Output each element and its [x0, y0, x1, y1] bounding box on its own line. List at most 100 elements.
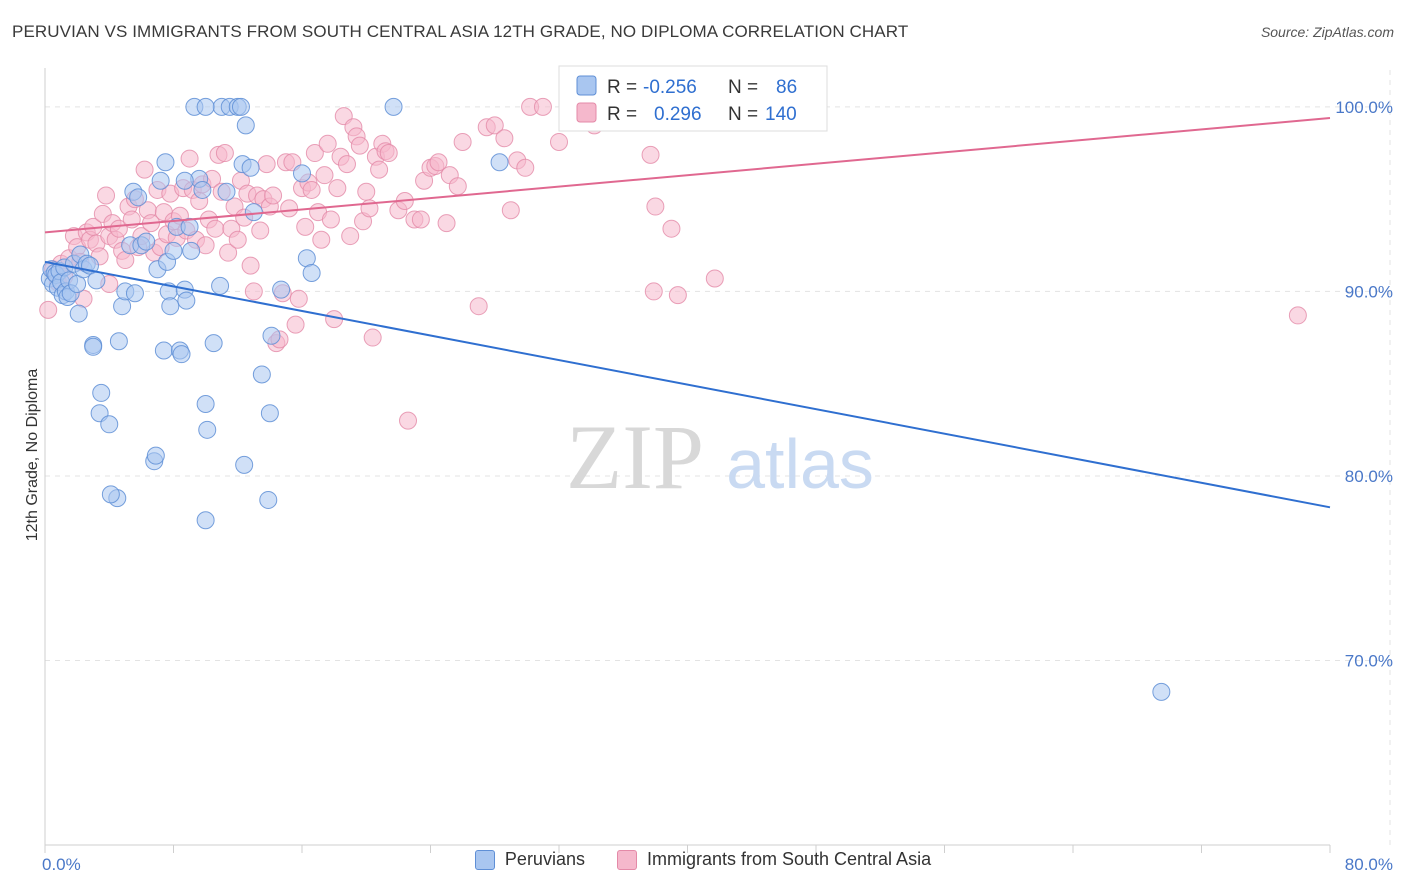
- point-peruvians: [84, 337, 103, 356]
- legend-r-value-pink: 0.296: [654, 104, 702, 125]
- point-peruvians: [302, 263, 321, 282]
- point-peruvians: [161, 297, 180, 316]
- point-south-central-asia: [350, 136, 369, 155]
- point-south-central-asia: [312, 230, 331, 249]
- point-south-central-asia: [215, 144, 234, 163]
- y-tick-label: 90.0%: [1345, 282, 1393, 301]
- point-peruvians: [260, 404, 279, 423]
- point-south-central-asia: [257, 155, 276, 174]
- axes: [44, 68, 1331, 853]
- point-peruvians: [196, 97, 215, 116]
- point-south-central-asia: [646, 197, 665, 216]
- point-peruvians: [198, 420, 217, 439]
- point-south-central-asia: [370, 160, 389, 179]
- legend-n-label-pink: N =: [728, 104, 758, 125]
- point-peruvians: [172, 345, 191, 364]
- point-south-central-asia: [411, 210, 430, 229]
- legend-r-label-pink: R =: [607, 104, 637, 125]
- legend-swatch: [616, 849, 637, 870]
- point-peruvians: [87, 271, 106, 290]
- y-tick-label: 80.0%: [1345, 467, 1393, 486]
- point-peruvians: [235, 455, 254, 474]
- legend-swatch-blue: [576, 75, 597, 96]
- point-south-central-asia: [264, 186, 283, 205]
- trend-line-south-central-asia: [44, 116, 1331, 234]
- point-south-central-asia: [328, 179, 347, 198]
- legend-label: Peruvians: [504, 849, 585, 869]
- legend-label: Immigrants from South Central Asia: [646, 849, 932, 869]
- point-south-central-asia: [296, 217, 315, 236]
- point-peruvians: [196, 394, 215, 413]
- point-south-central-asia: [668, 286, 687, 305]
- point-south-central-asia: [469, 297, 488, 316]
- point-south-central-asia: [241, 256, 260, 275]
- point-peruvians: [92, 383, 111, 402]
- point-peruvians: [241, 158, 260, 177]
- point-south-central-asia: [516, 158, 535, 177]
- point-south-central-asia: [280, 199, 299, 218]
- point-south-central-asia: [429, 153, 448, 172]
- point-peruvians: [262, 326, 281, 345]
- point-south-central-asia: [302, 180, 321, 199]
- point-south-central-asia: [533, 97, 552, 116]
- point-south-central-asia: [286, 315, 305, 334]
- watermark-atlas: atlas: [726, 425, 874, 503]
- point-south-central-asia: [315, 166, 334, 185]
- legend-r-value-blue: -0.256: [643, 77, 697, 98]
- point-south-central-asia: [357, 182, 376, 201]
- point-south-central-asia: [39, 300, 58, 319]
- point-peruvians: [259, 490, 278, 509]
- trend-lines: [44, 116, 1331, 509]
- point-peruvians: [211, 276, 230, 295]
- point-peruvians: [101, 485, 120, 504]
- point-peruvians: [231, 97, 250, 116]
- point-south-central-asia: [180, 149, 199, 168]
- point-south-central-asia: [228, 230, 247, 249]
- point-peruvians: [272, 280, 291, 299]
- watermark-zip: ZIP: [566, 406, 704, 508]
- point-peruvians: [217, 182, 236, 201]
- point-south-central-asia: [485, 116, 504, 135]
- x-tick-labels: 0.0% 80.0%: [42, 855, 1393, 874]
- point-south-central-asia: [206, 219, 225, 238]
- point-south-central-asia: [341, 227, 360, 246]
- point-peruvians: [193, 180, 212, 199]
- point-peruvians: [137, 232, 156, 251]
- point-peruvians: [146, 446, 165, 465]
- y-tick-label: 70.0%: [1345, 651, 1393, 670]
- point-peruvians: [180, 217, 199, 236]
- chart-title: PERUVIAN VS IMMIGRANTS FROM SOUTH CENTRA…: [12, 22, 909, 41]
- point-peruvians: [154, 341, 173, 360]
- trend-line-peruvians: [44, 260, 1331, 509]
- point-peruvians: [204, 334, 223, 353]
- x-tick-label: 80.0%: [1345, 855, 1393, 874]
- point-peruvians: [100, 415, 119, 434]
- point-south-central-asia: [550, 132, 568, 151]
- point-south-central-asia: [641, 145, 660, 164]
- legend-item-peruvians[interactable]: Peruvians: [474, 849, 585, 870]
- point-south-central-asia: [318, 134, 337, 153]
- point-south-central-asia: [363, 328, 382, 347]
- point-peruvians: [151, 171, 170, 190]
- legend-item-south-central-asia[interactable]: Immigrants from South Central Asia: [616, 849, 932, 870]
- point-south-central-asia: [97, 186, 116, 205]
- source-label: Source: ZipAtlas.com: [1260, 24, 1394, 40]
- point-south-central-asia: [662, 219, 681, 238]
- point-south-central-asia: [399, 411, 418, 430]
- series-pink-points: [39, 97, 1307, 430]
- point-peruvians: [125, 284, 144, 303]
- point-peruvians: [177, 291, 196, 310]
- point-peruvians: [69, 304, 88, 323]
- point-peruvians: [293, 164, 311, 183]
- point-south-central-asia: [321, 210, 340, 229]
- point-peruvians: [236, 116, 255, 135]
- watermark: ZIP atlas: [566, 406, 874, 508]
- point-peruvians: [244, 203, 263, 222]
- point-peruvians: [182, 241, 201, 260]
- y-tick-label: 100.0%: [1335, 98, 1393, 117]
- point-south-central-asia: [501, 201, 520, 220]
- point-peruvians: [164, 241, 183, 260]
- point-peruvians: [384, 97, 403, 116]
- point-south-central-asia: [244, 282, 263, 301]
